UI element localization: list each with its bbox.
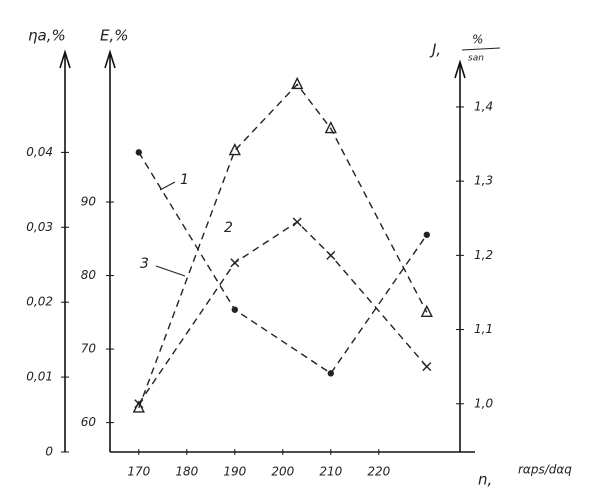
tick-label: 90 [81,195,97,209]
tick-label: 0 [45,445,53,459]
marker [327,370,334,377]
series-line [138,83,428,409]
x-tick-label: 180 [175,465,198,479]
marker [291,76,304,90]
x-tick-label: 210 [319,465,342,479]
tick-label: 1,2 [474,248,493,262]
series-line [138,152,428,375]
leader [159,181,176,191]
marker [420,304,433,318]
fraction-bar [461,47,501,51]
leader [155,265,186,277]
y3-axis-arrow [454,59,466,79]
tick-label: 1,1 [474,322,493,336]
tick-label: 1,0 [474,396,493,410]
marker [228,143,241,156]
tick-label: 0,01 [26,370,53,384]
marker [422,362,432,372]
tick-label: 60 [81,415,97,429]
x-tick-label: 200 [271,465,294,479]
series-line [138,221,428,405]
y3-unit-bottom: san [468,54,484,64]
y3-unit-top: % [472,33,483,47]
x-tick-label: 220 [367,465,390,479]
marker [326,250,336,260]
x-tick-label: 170 [127,465,150,479]
tick-label: 80 [81,268,97,282]
y3-label: J, [429,41,441,59]
y-label: ηa,% [28,27,66,45]
y-axis-arrow [59,49,71,69]
marker [134,399,144,409]
marker [423,231,430,238]
tick-label: 70 [81,342,97,356]
tick-label: 1,4 [474,99,493,113]
curve-label: 1 [180,172,189,188]
curve-label: 3 [140,256,149,272]
marker [231,306,239,313]
tick-label: 0,03 [26,220,53,234]
x-label: n, [478,471,492,489]
marker [292,217,302,227]
marker [324,120,337,134]
x-tick-label: 190 [223,465,246,479]
marker [135,149,143,156]
curve-label: 2 [224,220,233,236]
marker [230,258,240,268]
tick-label: 1,3 [474,174,493,188]
y2-axis-arrow [104,49,116,69]
x-unit: rαps/dαq [518,463,572,477]
tick-label: 0,04 [26,145,53,159]
y2-label: E,% [100,27,129,45]
tick-label: 0,02 [26,295,53,309]
